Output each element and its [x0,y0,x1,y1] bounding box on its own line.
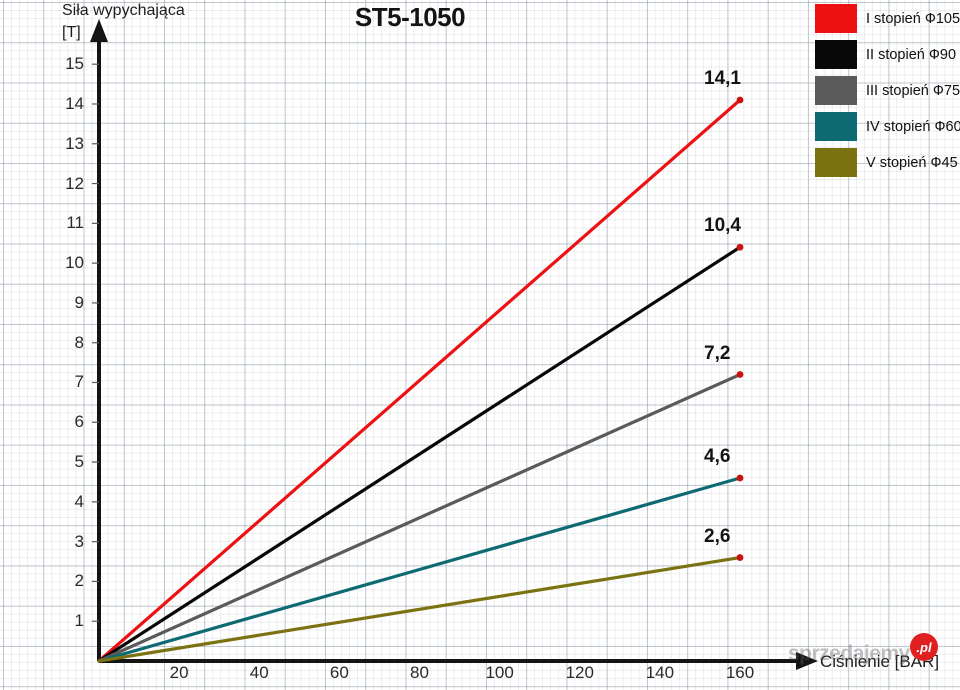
y-tick-label: 3 [74,531,84,551]
legend-swatch-icon [815,76,857,105]
legend-item-label: III stopień Ф75 [866,82,960,99]
x-tick-label: 100 [485,663,514,682]
legend-item-label: V stopień Ф45 [866,154,958,171]
y-tick-label: 6 [74,412,84,432]
y-tick-label: 1 [74,611,84,631]
series-endpoint-4 [736,474,744,482]
y-tick-label: 4 [74,491,84,511]
y-tick-label: 9 [74,292,84,312]
x-tick-label: 80 [410,663,429,682]
legend-swatch-icon [815,40,857,69]
y-axis-arrow-icon [90,19,108,42]
series-line-4 [97,476,742,663]
series-value-label-2: 10,4 [704,215,741,237]
x-tick-label: 120 [565,663,594,682]
y-axis-unit: [T] [62,24,81,41]
series-endpoint-markers [736,96,744,561]
x-tick-label: 20 [169,663,189,682]
series-value-label-4: 4,6 [704,445,731,467]
y-tick-label: 10 [65,253,84,273]
legend: I stopień Ф105 II stopień Ф90 III stopień … [815,4,960,184]
axis-lines [90,19,818,670]
series-line-2 [97,245,742,663]
series-value-label-5: 2,6 [704,525,731,547]
series-line-1 [97,98,742,663]
x-tick-label: 140 [645,663,675,682]
legend-item-3: III stopień Ф75 [815,76,960,105]
legend-item-1: I stopień Ф105 [815,4,960,33]
series-line-5 [97,555,742,663]
y-tick-label: 14 [65,93,84,113]
legend-swatch-icon [815,112,857,141]
y-tick-label: 13 [65,133,84,153]
y-tick-marks [92,63,99,622]
y-tick-label: 7 [74,372,84,392]
x-tick-label: 40 [249,663,269,682]
y-tick-label: 12 [65,173,84,193]
y-tick-label: 11 [66,213,84,233]
series-lines [97,98,742,663]
legend-swatch-icon [815,4,857,33]
legend-item-label: IV stopień Ф60 [866,118,960,135]
legend-swatch-icon [815,148,857,177]
series-endpoint-2 [736,243,744,251]
series-endpoint-5 [736,554,744,561]
series-line-3 [97,372,742,663]
y-tick-label: 15 [65,54,84,74]
legend-item-4: IV stopień Ф60 [815,112,960,141]
chart-title: ST5-1050 [354,2,466,32]
y-axis-title: Siła wypychająca [62,2,185,19]
series-endpoint-3 [736,371,744,378]
legend-item-2: II stopień Ф90 [815,40,960,69]
x-tick-label: 60 [329,663,349,682]
legend-item-label: I stopień Ф105 [866,10,960,27]
y-tick-label: 5 [74,452,84,472]
series-value-label-3: 7,2 [704,342,731,364]
legend-item-label: II stopień Ф90 [866,46,957,63]
series-value-label-1: 14,1 [704,68,741,89]
series-endpoint-1 [736,96,744,104]
x-axis-title: Ciśnienie [BAR] [820,652,940,671]
x-axis-arrow-icon [796,652,818,670]
legend-item-5: V stopień Ф45 [815,148,960,177]
y-tick-label: 2 [74,571,84,591]
x-tick-label: 160 [725,663,755,682]
y-tick-label: 8 [74,332,84,352]
